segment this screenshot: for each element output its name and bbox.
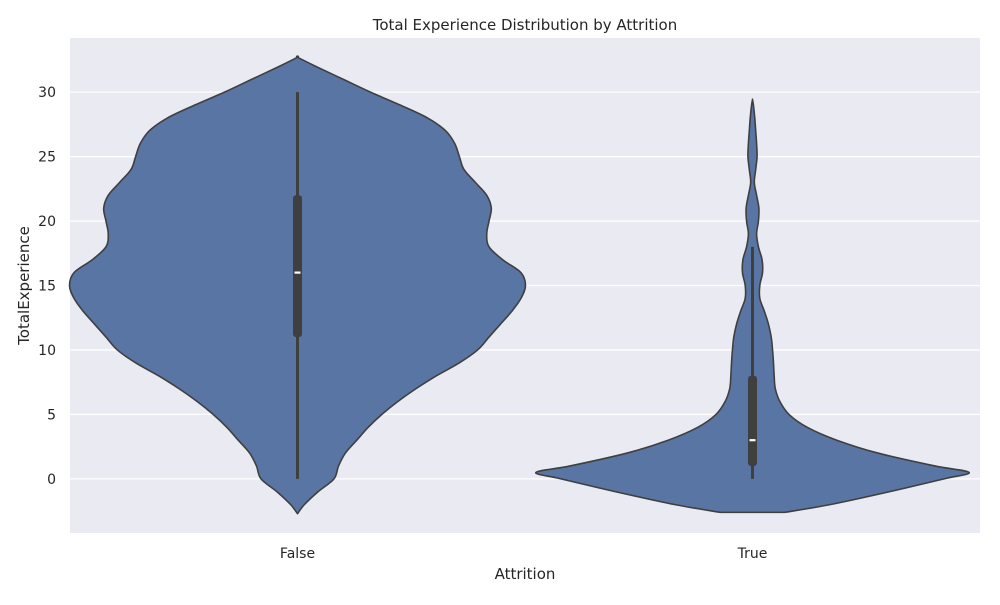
x-tick-label: True <box>737 546 768 562</box>
y-tick-label: 10 <box>38 343 56 359</box>
y-tick-label: 0 <box>47 472 56 488</box>
y-tick-label: 20 <box>38 214 56 230</box>
y-tick-label: 5 <box>47 407 56 423</box>
y-tick-label: 15 <box>38 279 56 295</box>
x-tick-label: False <box>280 546 315 562</box>
chart-title: Total Experience Distribution by Attriti… <box>372 16 678 34</box>
x-tick-labels: False True <box>280 546 767 562</box>
box-plots <box>293 92 757 479</box>
y-axis-label: TotalExperience <box>15 226 33 346</box>
y-tick-label: 30 <box>38 85 56 101</box>
x-axis-label: Attrition <box>495 565 556 583</box>
y-tick-labels: 0 5 10 15 20 25 30 <box>38 85 56 488</box>
iqr-box-false <box>293 195 302 338</box>
iqr-box-true <box>748 375 757 466</box>
y-tick-label: 25 <box>38 150 56 166</box>
